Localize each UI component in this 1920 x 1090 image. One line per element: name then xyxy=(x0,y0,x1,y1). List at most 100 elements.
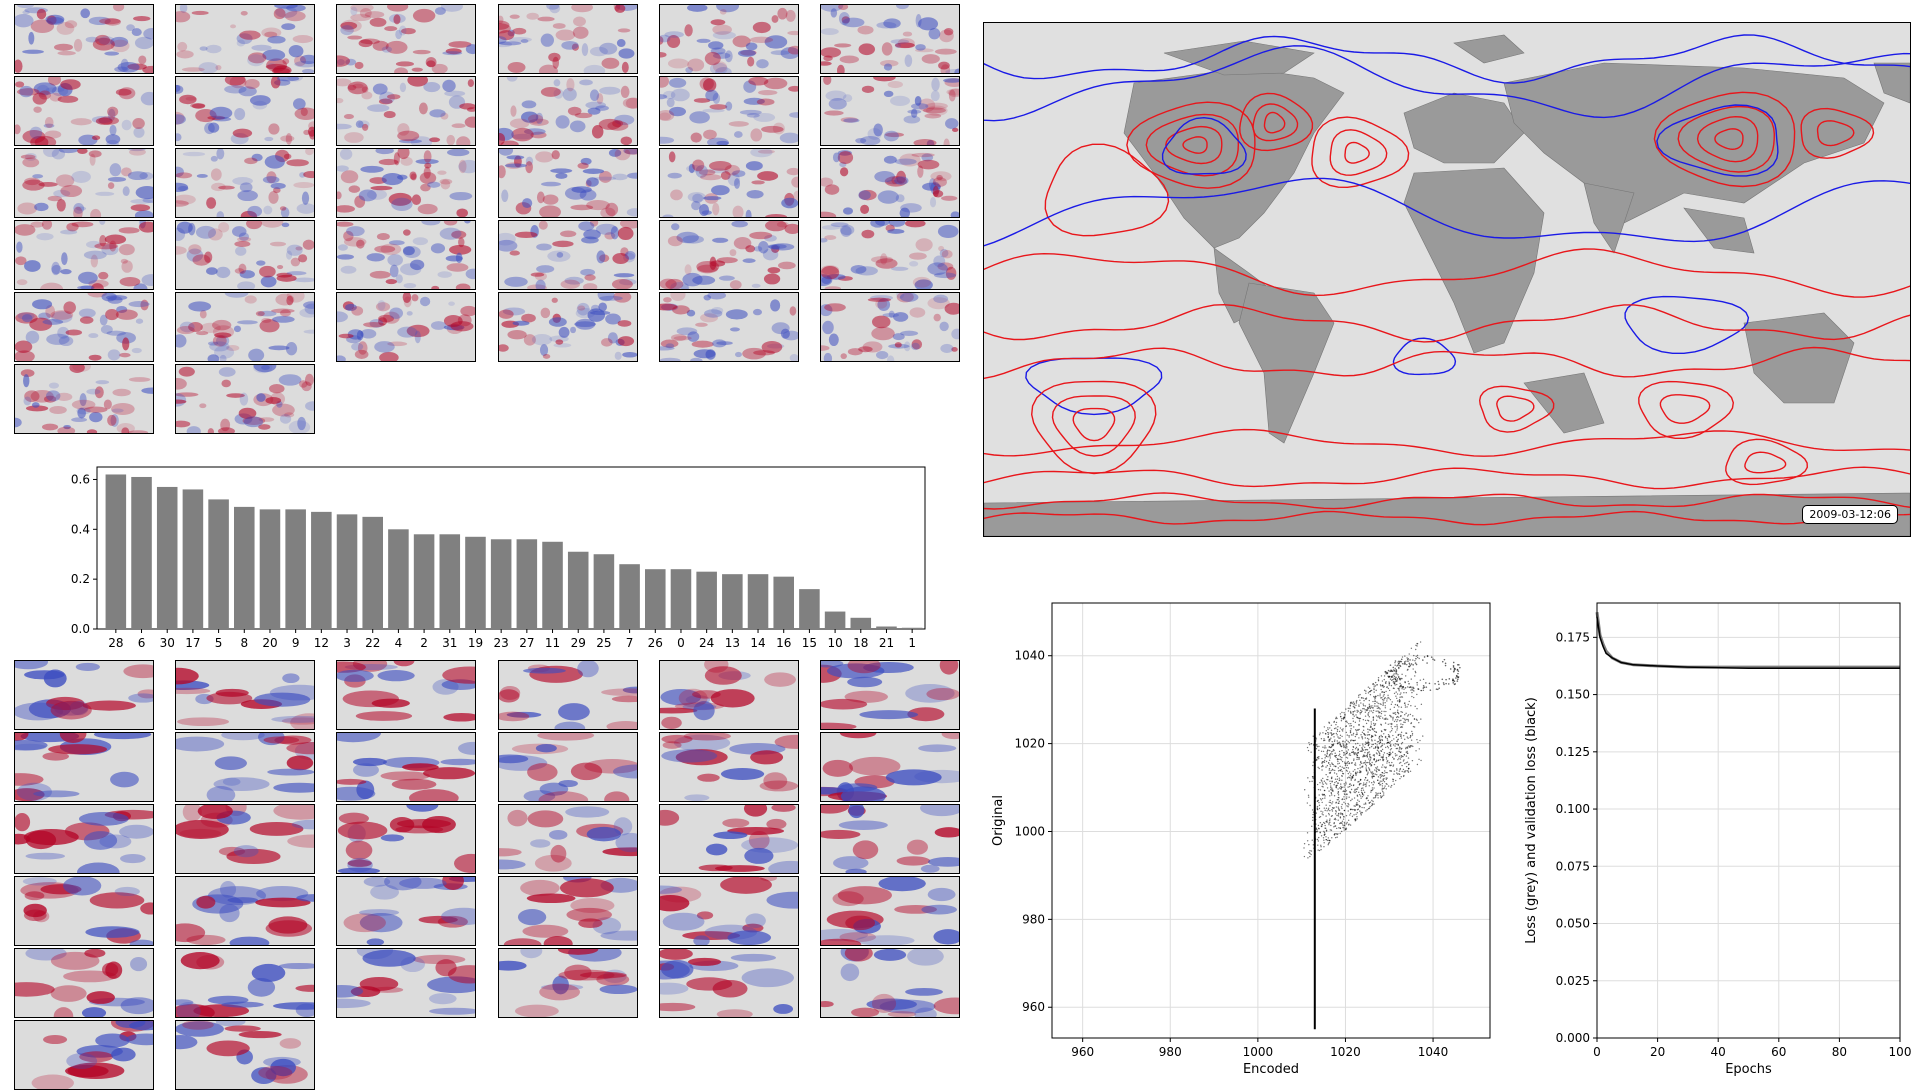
scatter-point xyxy=(1324,795,1326,797)
field-tile-image xyxy=(15,805,153,873)
field-blob xyxy=(44,130,62,139)
field-blob xyxy=(410,136,433,145)
field-blob xyxy=(506,155,525,160)
scatter-point xyxy=(1343,824,1346,827)
x-tick-label: 1000 xyxy=(1243,1045,1274,1059)
field-blob xyxy=(291,819,314,830)
scatter-point xyxy=(1354,805,1356,807)
scatter-point xyxy=(1372,716,1375,718)
scatter-point xyxy=(1415,718,1418,721)
scatter-point xyxy=(1356,754,1359,756)
scatter-point xyxy=(1323,842,1325,844)
y-tick-label: 1040 xyxy=(1014,649,1045,663)
field-blob xyxy=(446,149,470,157)
scatter-point xyxy=(1406,663,1408,666)
scatter-point xyxy=(1398,662,1400,665)
field-blob xyxy=(33,910,50,923)
field-blob xyxy=(614,149,631,161)
scatter-point xyxy=(1398,690,1400,692)
field-blob xyxy=(920,864,940,873)
field-blob xyxy=(286,755,314,771)
scatter-point xyxy=(1330,751,1333,753)
bar xyxy=(850,617,872,629)
field-blob xyxy=(206,267,218,275)
scatter-point xyxy=(1398,757,1400,759)
scatter-point xyxy=(1371,705,1373,707)
field-tile xyxy=(175,292,315,362)
field-blob xyxy=(212,335,227,347)
scatter-point xyxy=(1399,777,1401,780)
field-blob xyxy=(696,260,720,273)
bar xyxy=(285,509,306,629)
scatter-point xyxy=(1343,712,1345,714)
field-blob xyxy=(670,189,683,201)
field-blob xyxy=(354,349,369,359)
scatter-point xyxy=(1412,668,1414,670)
field-blob xyxy=(596,250,606,264)
field-blob xyxy=(558,326,570,338)
scatter-point xyxy=(1403,754,1405,756)
scatter-point xyxy=(1355,746,1358,749)
field-blob xyxy=(695,164,708,178)
field-blob xyxy=(771,805,796,812)
field-blob xyxy=(779,132,798,144)
field-blob xyxy=(200,322,221,333)
y-tick-label: 0.4 xyxy=(71,522,90,536)
field-blob xyxy=(83,250,107,260)
scatter-point xyxy=(1335,723,1337,726)
scatter-point xyxy=(1365,785,1367,788)
field-blob xyxy=(303,301,314,309)
scatter-point xyxy=(1367,772,1369,775)
scatter-point xyxy=(1388,755,1390,757)
scatter-point xyxy=(1394,678,1397,681)
scatter-point xyxy=(1386,752,1388,755)
field-blob xyxy=(105,134,121,145)
field-blob xyxy=(120,258,128,264)
scatter-point xyxy=(1359,744,1361,747)
scatter-point xyxy=(1379,741,1381,744)
scatter-point xyxy=(1403,759,1405,761)
field-blob xyxy=(915,238,933,252)
field-blob xyxy=(539,205,561,217)
scatter-point xyxy=(1328,790,1330,792)
scatter-point xyxy=(1350,724,1353,727)
field-blob xyxy=(273,805,314,820)
field-blob xyxy=(937,224,959,239)
field-blob xyxy=(527,810,564,828)
field-tile xyxy=(336,660,476,730)
scatter-point xyxy=(1333,807,1335,809)
field-blob xyxy=(300,107,308,117)
scatter-point xyxy=(1361,736,1363,738)
field-blob xyxy=(287,834,314,848)
scatter-point xyxy=(1306,832,1309,834)
field-blob xyxy=(234,107,246,121)
field-blob xyxy=(53,189,71,198)
scatter-point xyxy=(1348,804,1350,806)
scatter-point xyxy=(1412,689,1414,691)
field-blob xyxy=(429,993,457,1005)
field-blob xyxy=(822,759,853,777)
field-blob xyxy=(660,339,679,348)
field-tile xyxy=(336,804,476,874)
field-blob xyxy=(15,661,49,670)
field-blob xyxy=(337,123,352,130)
scatter-point xyxy=(1360,789,1363,792)
scatter-point xyxy=(1355,730,1358,732)
scatter-point xyxy=(1309,804,1311,807)
scatter-point xyxy=(1365,769,1368,772)
field-blob xyxy=(548,52,561,62)
scatter-point xyxy=(1400,756,1402,758)
scatter-point xyxy=(1363,803,1365,805)
field-blob xyxy=(660,982,689,995)
field-blob xyxy=(601,688,637,697)
field-blob xyxy=(297,416,306,431)
scatter-point xyxy=(1335,773,1338,775)
contour-line xyxy=(1126,101,1256,189)
scatter-point xyxy=(1381,766,1383,768)
field-blob xyxy=(398,25,407,36)
field-blob xyxy=(824,184,840,195)
field-blob xyxy=(54,43,73,51)
field-blob xyxy=(559,878,614,898)
field-blob xyxy=(182,1021,214,1030)
field-blob xyxy=(842,17,865,28)
